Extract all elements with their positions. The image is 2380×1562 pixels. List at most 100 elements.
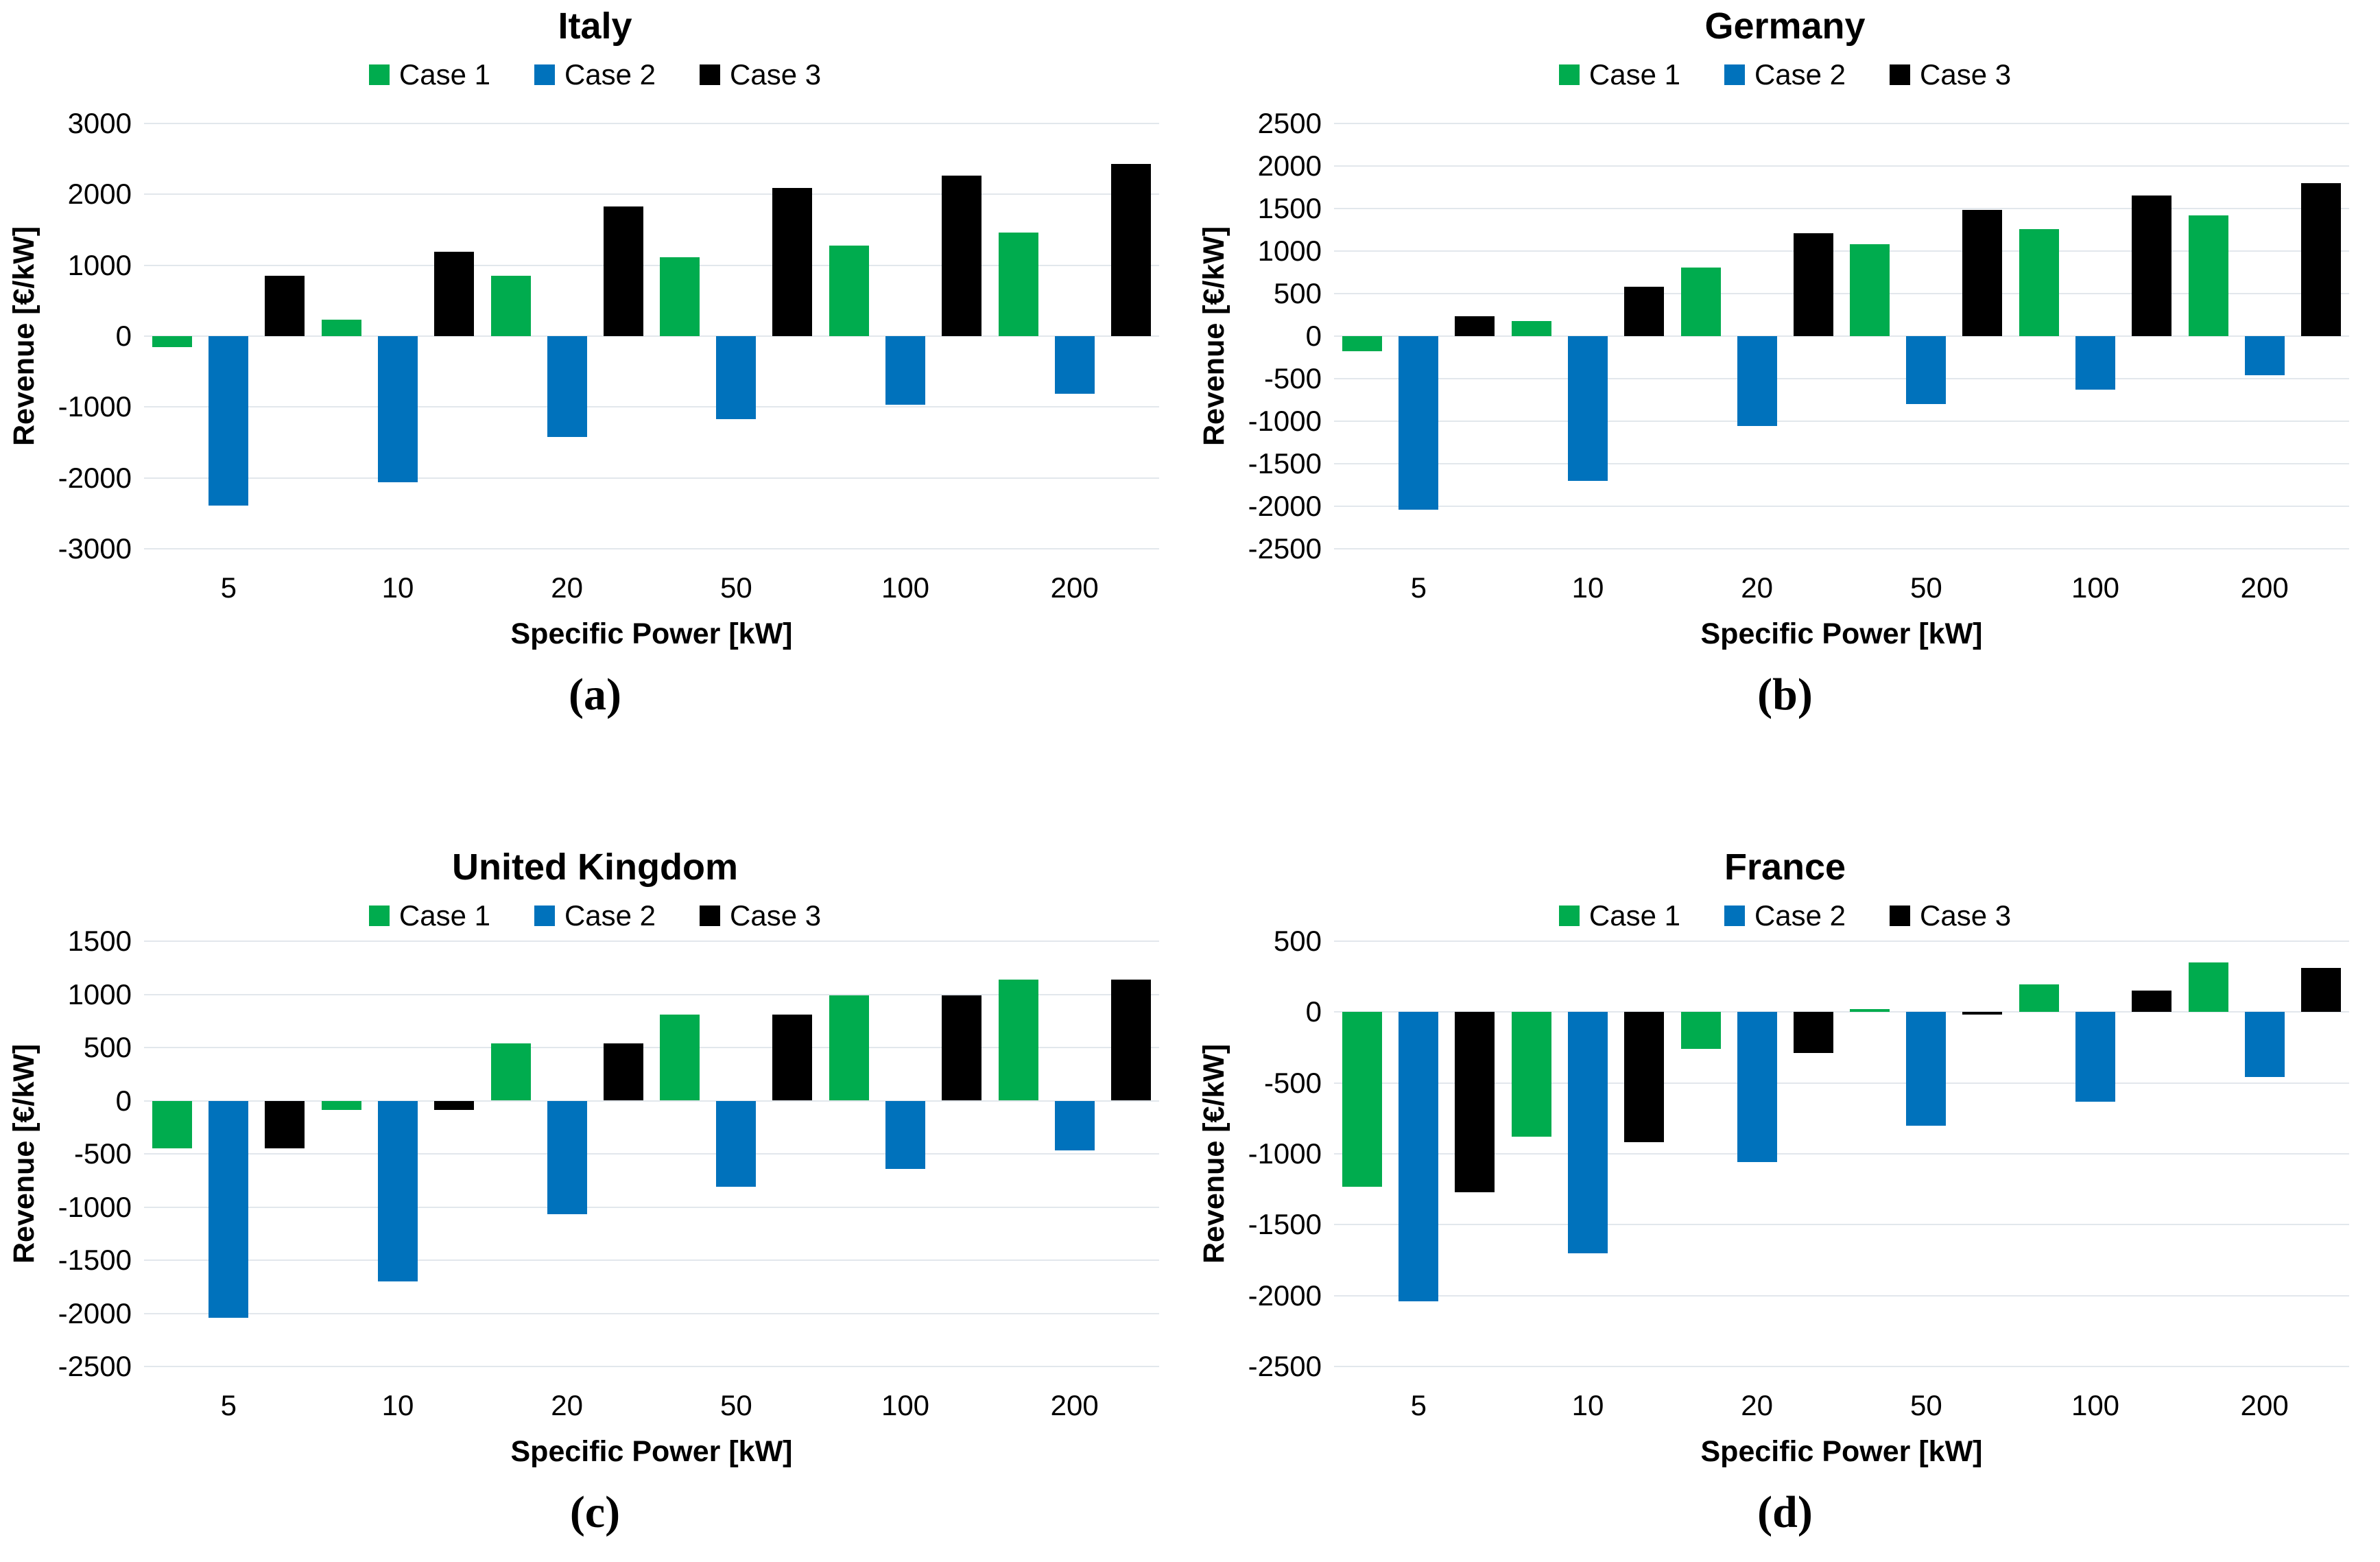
legend-item-case-1: Case 1 — [1558, 899, 1680, 932]
bar-case-2 — [1906, 1012, 1947, 1126]
y-tick-label: 500 — [1273, 925, 1322, 957]
bar-case-3 — [2300, 182, 2341, 336]
bar-case-2 — [378, 1100, 418, 1281]
bar-case-2 — [2075, 336, 2115, 390]
bar-case-2 — [547, 336, 587, 437]
bar-case-2 — [378, 336, 418, 482]
bar-case-1 — [998, 979, 1038, 1101]
legend-item-case-3: Case 3 — [700, 899, 821, 932]
bar-case-1 — [998, 233, 1038, 336]
x-tick-label: 20 — [1741, 1389, 1774, 1421]
y-tick-label: -1500 — [1248, 1208, 1322, 1241]
legend-swatch-case-2 — [1724, 906, 1745, 926]
legend-label-case-3: Case 3 — [730, 58, 822, 91]
x-tick-label: 10 — [381, 1389, 414, 1421]
y-tick-label: -3000 — [58, 532, 132, 565]
plot-outer: Revenue [€/kW] 3000 2000 1000 0 -1000 -2000 -3… — [8, 109, 1159, 604]
y-tick-label: 0 — [115, 320, 132, 352]
legend-label-case-1: Case 1 — [1588, 899, 1680, 932]
x-tick-label: 50 — [719, 571, 752, 604]
bar-case-1 — [2188, 962, 2228, 1013]
bar-case-1 — [1680, 267, 1721, 336]
x-tick-label: 50 — [1909, 1389, 1942, 1421]
gridline — [144, 477, 1159, 479]
y-tick-label: -2000 — [58, 1297, 132, 1329]
bar-case-1 — [829, 245, 869, 336]
gridline — [144, 264, 1159, 266]
y-tick-label: 2000 — [1257, 150, 1322, 182]
x-tick-label: 5 — [1410, 571, 1427, 604]
legend-swatch-case-3 — [1890, 906, 1911, 926]
chart-title: France — [1724, 847, 1846, 888]
legend-label-case-1: Case 1 — [398, 58, 490, 91]
x-tick-label: 100 — [2071, 1389, 2120, 1421]
bar-case-2 — [885, 336, 925, 405]
legend-swatch-case-3 — [700, 64, 721, 85]
bar-case-1 — [829, 995, 869, 1101]
legend-label-case-2: Case 2 — [564, 899, 656, 932]
gridline — [144, 1366, 1159, 1367]
gridline — [1334, 123, 2349, 124]
x-tick-label: 20 — [551, 571, 584, 604]
x-tick-label: 100 — [881, 571, 930, 604]
x-tick-label: 10 — [381, 571, 414, 604]
bar-case-2 — [1906, 336, 1947, 405]
gridline — [1334, 463, 2349, 464]
bar-case-1 — [322, 320, 361, 336]
plot-outer: Revenue [€/kW] 2500 2000 1500 1000 500 0 -500 -… — [1198, 109, 2349, 604]
y-tick-label: 1000 — [67, 248, 132, 281]
legend-label-case-3: Case 3 — [1920, 58, 2012, 91]
bar-case-1 — [1342, 336, 1383, 352]
y-tick-label: 1000 — [1257, 235, 1322, 267]
x-tick-label: 200 — [1050, 571, 1099, 604]
bar-case-1 — [152, 1100, 193, 1149]
bar-case-3 — [1455, 316, 1495, 336]
legend-item-case-3: Case 3 — [1890, 58, 2011, 91]
gridline — [144, 335, 1159, 337]
y-tick-label: 1500 — [67, 925, 132, 957]
bar-case-3 — [1793, 233, 1833, 336]
bar-case-2 — [1737, 1012, 1777, 1163]
gridline — [1334, 1366, 2349, 1367]
legend-swatch-case-3 — [1890, 64, 1911, 85]
plot-outer: Revenue [€/kW] 500 0 -500 -1000 -1500 -2000 -2… — [1198, 927, 2349, 1421]
gridline — [144, 1047, 1159, 1048]
y-axis-title: Revenue [€/kW] — [8, 226, 40, 447]
gridline — [1334, 940, 2349, 942]
x-tick-label: 20 — [551, 1389, 584, 1421]
legend-item-case-2: Case 2 — [1724, 58, 1846, 91]
gridline — [144, 193, 1159, 196]
bar-case-2 — [716, 1100, 757, 1187]
gridline — [1334, 1224, 2349, 1226]
gridline — [1334, 335, 2349, 337]
legend-label-case-2: Case 2 — [1754, 58, 1846, 91]
bar-case-2 — [1399, 336, 1439, 510]
bar-case-2 — [1737, 336, 1777, 427]
bar-case-3 — [942, 176, 981, 336]
gridline — [144, 1153, 1159, 1155]
x-axis-title: Specific Power [kW] — [510, 1435, 793, 1468]
bar-case-3 — [1793, 1012, 1833, 1054]
gridline — [1334, 250, 2349, 252]
bar-case-2 — [1399, 1012, 1439, 1301]
bar-case-3 — [2300, 968, 2341, 1013]
legend-item-case-2: Case 2 — [534, 899, 656, 932]
legend-item-case-2: Case 2 — [534, 58, 656, 91]
bar-case-3 — [2132, 991, 2171, 1013]
legend-item-case-3: Case 3 — [700, 58, 821, 91]
x-axis-title: Specific Power [kW] — [1700, 1435, 1983, 1468]
legend-item-case-1: Case 1 — [368, 58, 490, 91]
bar-case-2 — [2244, 1012, 2285, 1078]
bar-case-3 — [265, 1100, 305, 1149]
panel-france: France Case 1 Case 2 Case 3 Revenue [€/k… — [1190, 781, 2380, 1562]
x-tick-label: 100 — [2071, 571, 2120, 604]
bar-case-3 — [1110, 163, 1151, 336]
bar-case-2 — [716, 336, 757, 419]
y-tick-label: 2500 — [1257, 107, 1322, 139]
legend-label-case-3: Case 3 — [730, 899, 822, 932]
bar-case-3 — [434, 1100, 474, 1111]
legend-item-case-3: Case 3 — [1890, 899, 2011, 932]
bar-case-2 — [209, 1100, 249, 1318]
gridline — [1334, 293, 2349, 294]
legend-swatch-case-2 — [1724, 64, 1745, 85]
